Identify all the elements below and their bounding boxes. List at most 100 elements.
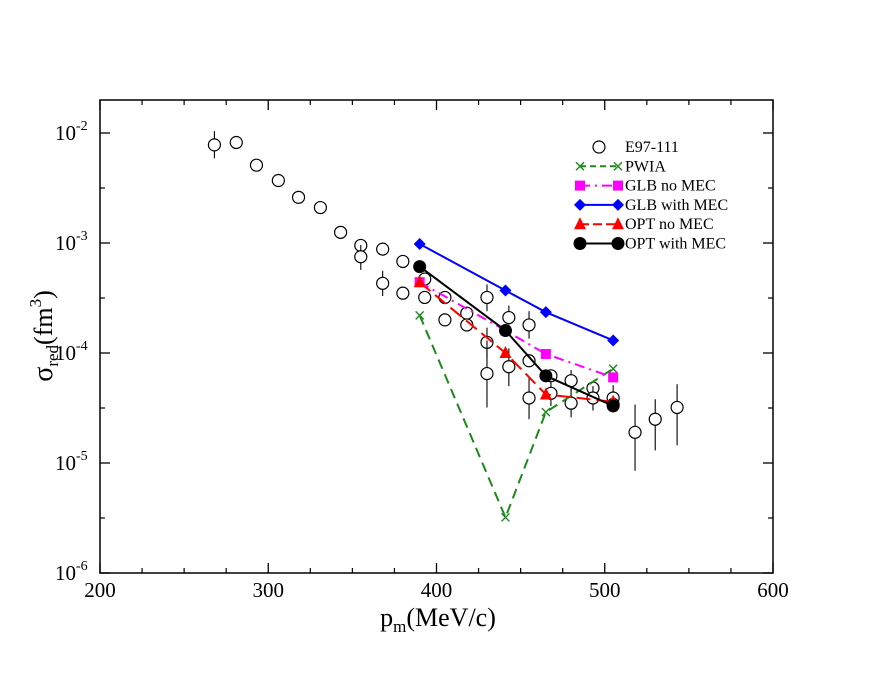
data-point <box>460 306 474 320</box>
data-point <box>418 290 432 305</box>
data-point <box>540 348 551 359</box>
legend-label: GLB no MEC <box>625 178 716 195</box>
data-point <box>608 364 618 374</box>
y-tick-exponent: -4 <box>76 339 88 354</box>
x-tick-label: 200 <box>84 578 116 602</box>
y-tick-base: 10 <box>55 121 76 145</box>
x-axis-title-main: p <box>380 603 393 632</box>
plot-area <box>207 131 684 522</box>
series-line <box>419 281 614 379</box>
legend-label: OPT no MEC <box>625 216 714 233</box>
x-tick-label: 300 <box>253 578 285 602</box>
data-point <box>541 407 551 417</box>
y-tick-label: 10-5 <box>55 449 88 475</box>
y-axis-title-main: σ <box>28 367 59 382</box>
y-tick-label: 10-6 <box>55 559 88 585</box>
data-point <box>499 346 512 358</box>
y-axis-title-rest: (fm <box>29 307 58 345</box>
data-point <box>648 412 662 426</box>
y-tick-label: 10-3 <box>55 229 88 255</box>
x-axis-title-sub: m <box>393 617 406 636</box>
series-e97-111 <box>207 131 684 471</box>
data-point <box>249 158 264 172</box>
data-point <box>207 138 222 152</box>
data-point <box>413 275 426 288</box>
legend-marker <box>573 237 587 250</box>
data-point <box>522 354 536 368</box>
plot-frame <box>99 99 774 574</box>
x-tick-label: 500 <box>589 578 621 602</box>
legend-item-glb-no-mec: GLB no MEC <box>575 178 716 195</box>
legend-label: PWIA <box>625 158 666 175</box>
data-point <box>564 396 578 410</box>
y-axis-title-close: ) <box>29 290 58 299</box>
legend-marker <box>574 198 586 211</box>
series-glb-with-mec <box>413 237 620 347</box>
y-tick-base: 10 <box>55 231 76 255</box>
y-axis-title-sub: red <box>43 344 62 366</box>
legend-label: E97-111 <box>625 139 679 156</box>
y-axis-title: σred(fm3) <box>26 290 62 382</box>
legend-label: GLB with MEC <box>625 197 728 214</box>
data-point <box>502 360 516 374</box>
data-point <box>333 225 348 239</box>
legend-item-pwia: PWIA <box>575 158 666 175</box>
data-point <box>628 425 642 439</box>
series-line <box>419 281 614 403</box>
legend-marker <box>612 217 624 230</box>
data-point <box>480 290 494 305</box>
data-point <box>313 200 328 215</box>
legend-marker <box>574 217 586 230</box>
data-point <box>522 391 536 405</box>
legend-marker <box>592 140 606 154</box>
data-point <box>670 400 684 415</box>
data-point <box>539 306 552 319</box>
legend: E97-111 PWIA GLB no MEC GLB with MEC OPT no … <box>573 139 728 253</box>
data-point <box>376 242 390 256</box>
x-tick-label: 400 <box>421 578 453 602</box>
y-tick-exponent: -2 <box>76 119 88 134</box>
legend-label: OPT with MEC <box>625 236 726 253</box>
x-axis-title: pm(MeV/c) <box>380 603 496 636</box>
x-axis: 200 300 400 500 600 <box>84 100 789 602</box>
legend-marker <box>575 180 585 191</box>
data-point <box>539 387 552 400</box>
data-point <box>413 237 426 250</box>
x-axis-title-rest: (MeV/c) <box>406 603 496 632</box>
legend-marker <box>613 180 623 191</box>
data-point <box>606 399 620 413</box>
data-point <box>415 310 425 320</box>
y-tick-base: 10 <box>55 341 76 365</box>
data-point <box>522 318 536 332</box>
data-point <box>291 190 306 204</box>
series-opt-with-mec <box>413 260 620 413</box>
data-point <box>354 250 368 264</box>
data-point <box>396 254 410 269</box>
y-tick-base: 10 <box>55 451 76 475</box>
y-tick-exponent: -6 <box>76 559 88 574</box>
data-point <box>500 512 510 522</box>
data-point <box>499 284 512 297</box>
x-tick-label: 600 <box>757 578 789 602</box>
legend-marker <box>613 161 623 171</box>
y-tick-label: 10-2 <box>55 119 88 145</box>
legend-marker <box>575 161 585 171</box>
y-axis-title-sup: 3 <box>26 299 45 308</box>
legend-marker <box>611 237 625 250</box>
data-point <box>396 286 410 300</box>
series-line <box>419 265 614 407</box>
data-point <box>502 310 516 325</box>
data-point <box>608 372 619 383</box>
legend-item-e97-111: E97-111 <box>592 139 679 156</box>
y-tick-exponent: -3 <box>76 229 88 244</box>
legend-item-opt-no-mec: OPT no MEC <box>574 216 714 233</box>
y-axis: 10-210-310-410-510-6 <box>55 119 773 585</box>
legend-item-opt-with-mec: OPT with MEC <box>573 236 726 253</box>
data-point <box>607 334 620 347</box>
data-point <box>438 313 452 327</box>
data-point <box>539 369 553 383</box>
data-point <box>413 260 427 274</box>
data-point <box>498 324 512 338</box>
series-line <box>419 243 614 342</box>
